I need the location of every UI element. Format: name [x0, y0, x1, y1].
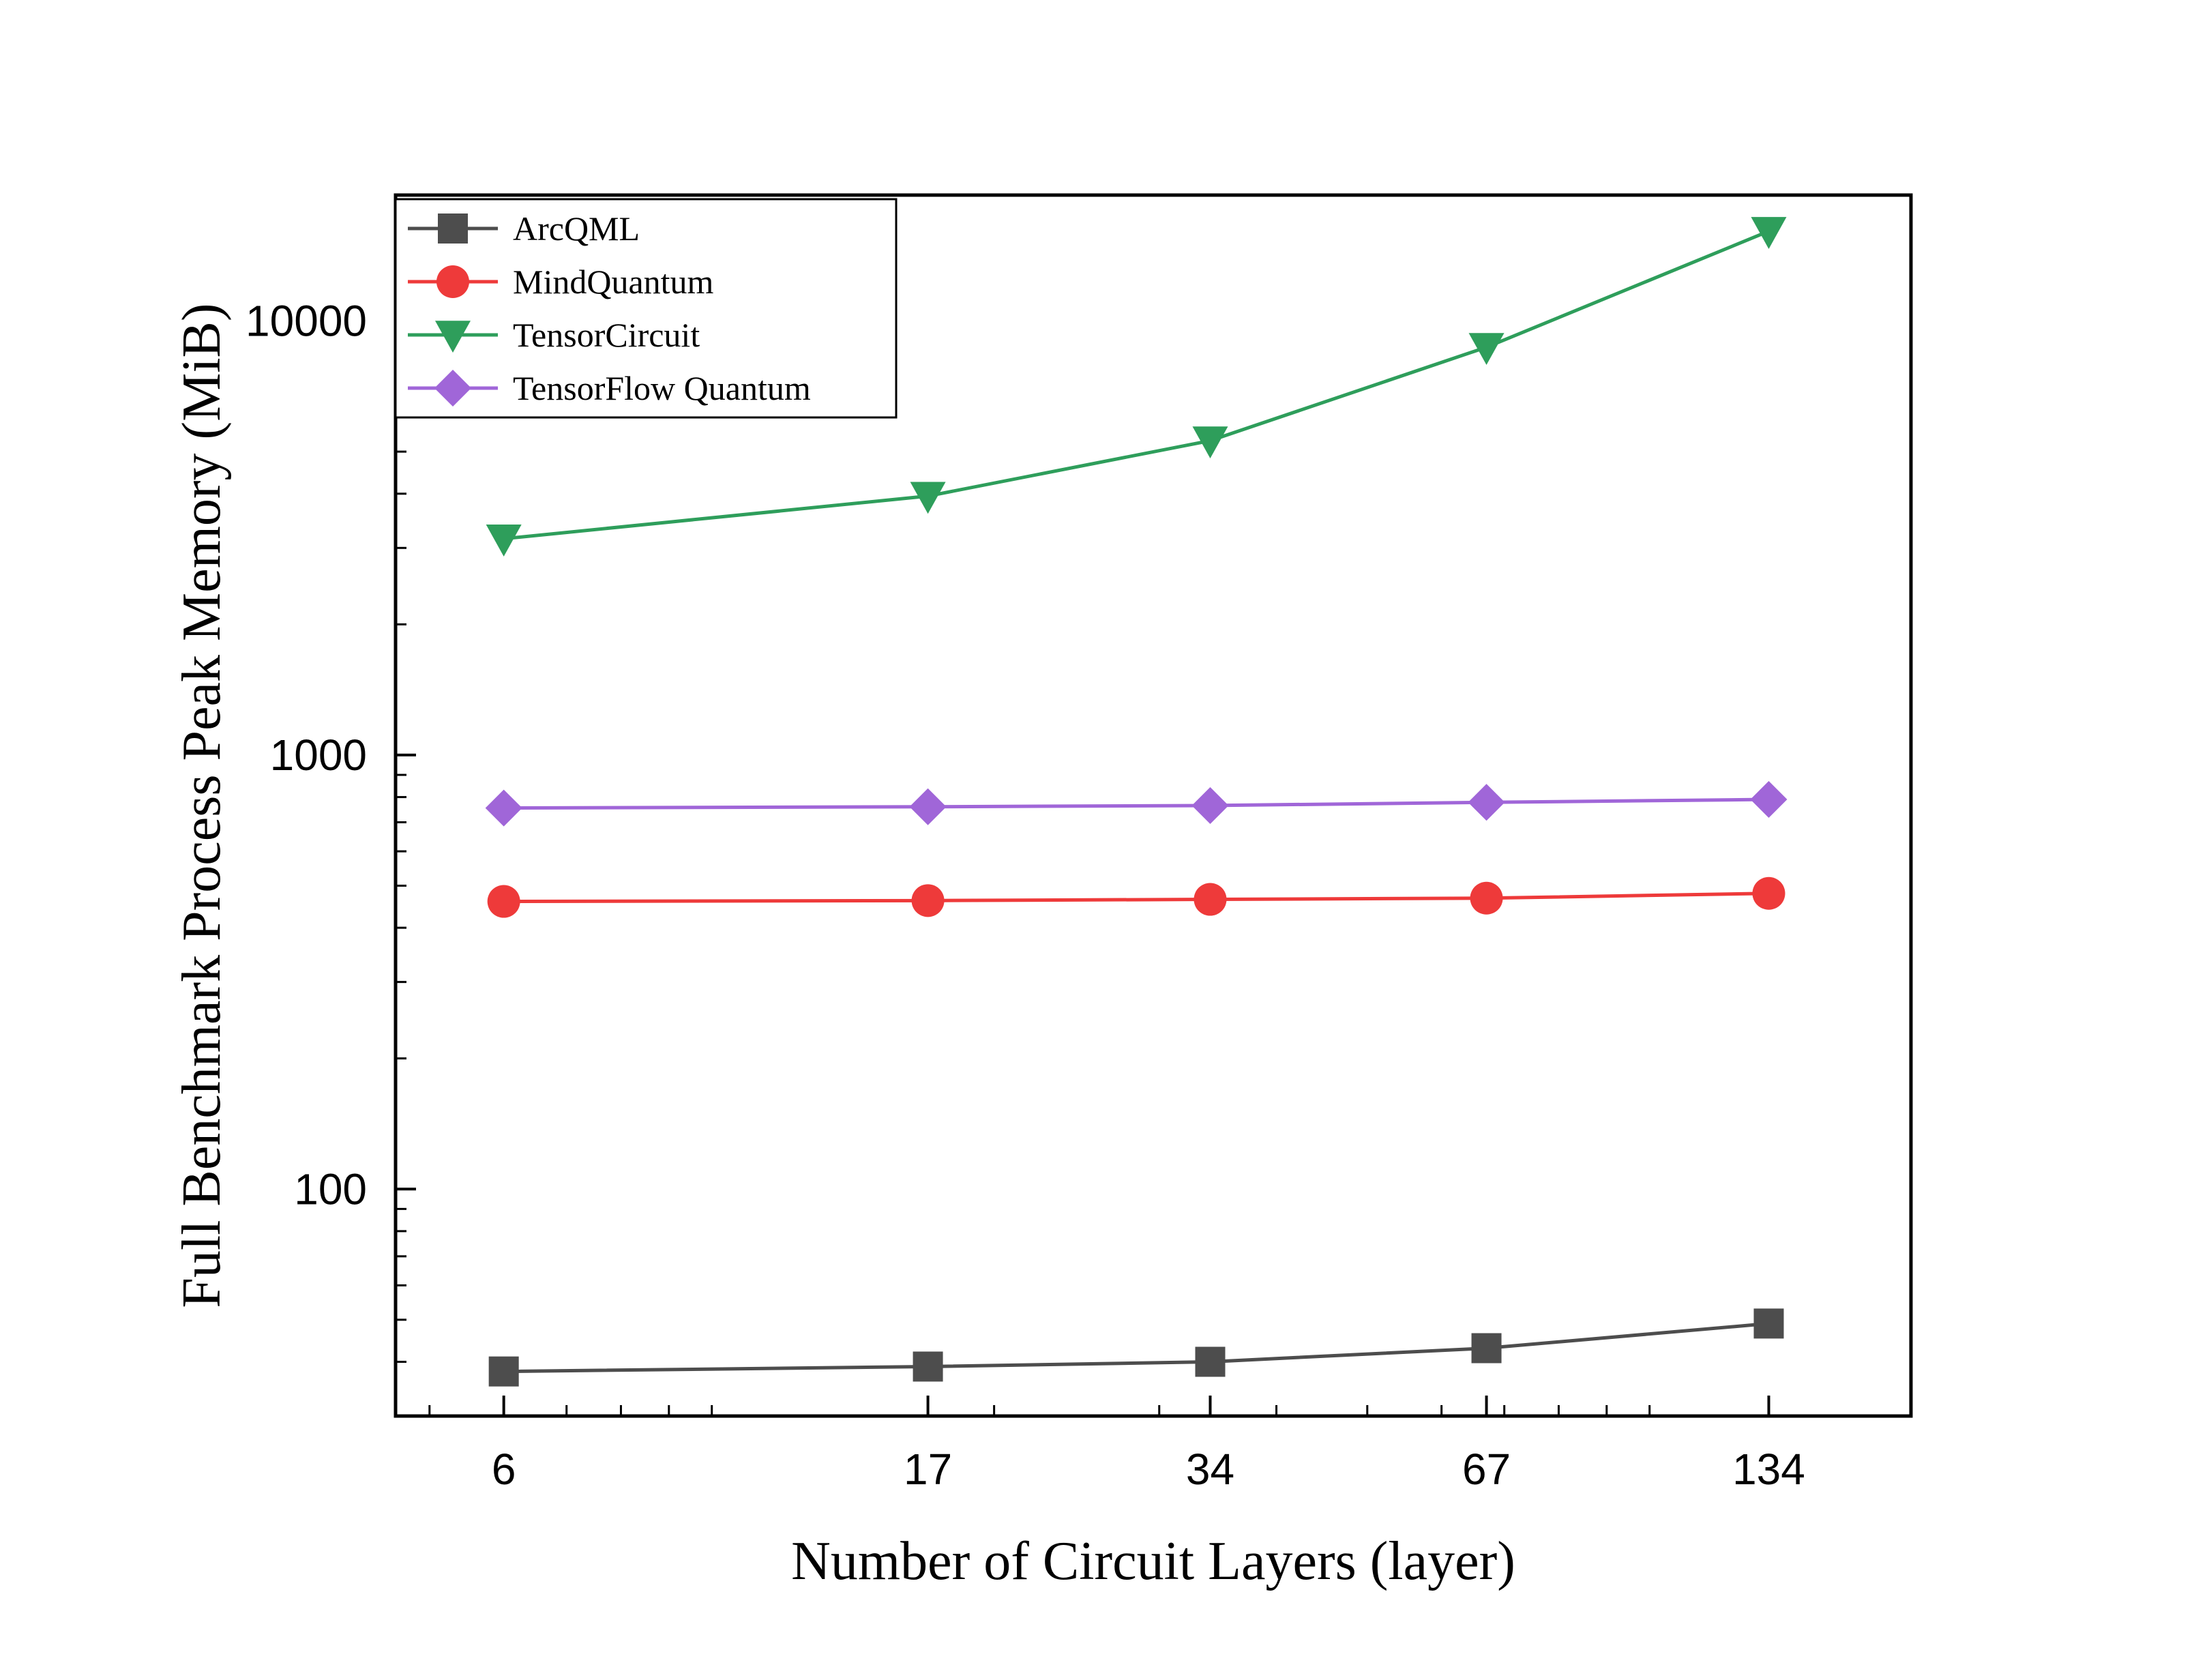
- x-tick-labels: 6 17 34 67 134: [492, 1445, 1805, 1494]
- series-tensorcircuit: [486, 217, 1787, 557]
- series-mindquantum: [487, 876, 1785, 918]
- legend: ArcQML MindQuantum TensorCircuit TensorFlow…: [394, 198, 898, 419]
- data-point: [485, 789, 522, 827]
- data-point: [1194, 883, 1227, 916]
- series-line: [503, 1321, 1769, 1374]
- legend-box: [394, 198, 898, 419]
- data-point: [913, 1351, 943, 1382]
- x-tick-label: 17: [904, 1445, 952, 1494]
- x-tick-label: 34: [1186, 1445, 1234, 1494]
- data-point: [1751, 217, 1787, 249]
- x-tick-label: 6: [492, 1445, 516, 1494]
- data-point: [1468, 333, 1504, 366]
- data-point: [1195, 1346, 1226, 1377]
- data-point: [910, 482, 946, 514]
- data-point: [488, 1356, 519, 1387]
- legend-marker: [436, 265, 469, 298]
- legend-item: ArcQML: [408, 209, 640, 248]
- x-tick-label: 134: [1732, 1445, 1805, 1494]
- x-tick-label: 67: [1462, 1445, 1511, 1494]
- data-point: [1752, 876, 1785, 910]
- data-point: [1192, 426, 1228, 459]
- data-point: [1471, 1333, 1502, 1364]
- legend-label: ArcQML: [513, 209, 640, 248]
- legend-label: TensorFlow Quantum: [513, 369, 811, 407]
- legend-marker: [438, 213, 468, 244]
- legend-marker: [434, 370, 471, 407]
- data-point: [487, 885, 520, 918]
- legend-item: TensorFlow Quantum: [408, 369, 811, 407]
- plot-frame: [394, 193, 1913, 1418]
- data-point: [1470, 881, 1503, 915]
- y-tick-label: 1000: [270, 731, 367, 780]
- legend-item: TensorCircuit: [408, 316, 700, 354]
- data-point: [1753, 1308, 1784, 1339]
- minor-ticks: [396, 319, 1770, 1416]
- series-tensorflow-quantum: [485, 781, 1788, 827]
- legend-label: TensorCircuit: [513, 316, 700, 354]
- series-line: [503, 891, 1769, 904]
- data-point: [1468, 784, 1505, 821]
- series-arcqml: [488, 1308, 1784, 1387]
- y-tick-label: 10000: [246, 297, 367, 346]
- data-point: [911, 884, 945, 917]
- y-axis-title: Full Benchmark Process Peak Memory (MiB): [172, 303, 232, 1308]
- data-point: [909, 788, 947, 825]
- x-axis-title: Number of Circuit Layers (layer): [791, 1531, 1515, 1591]
- series-layer: [485, 217, 1788, 1387]
- legend-marker: [435, 321, 471, 353]
- data-point: [486, 525, 522, 557]
- legend-item: MindQuantum: [408, 263, 714, 301]
- series-line: [503, 797, 1769, 810]
- data-point: [1750, 781, 1788, 819]
- y-tick-label: 100: [294, 1164, 367, 1213]
- legend-label: MindQuantum: [513, 263, 714, 301]
- data-point: [1191, 786, 1229, 824]
- y-tick-labels: 100 1000 10000: [246, 297, 367, 1214]
